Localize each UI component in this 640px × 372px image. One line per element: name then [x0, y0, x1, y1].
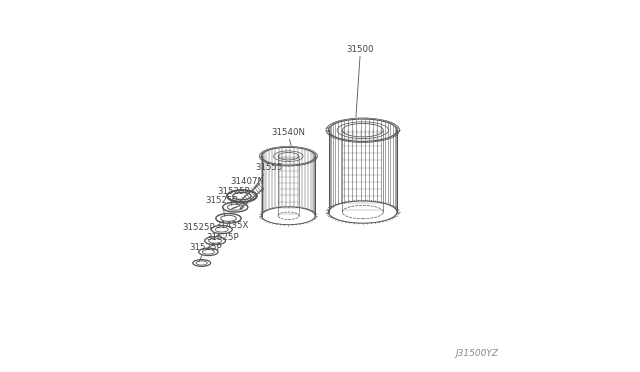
Text: 31435X: 31435X: [212, 221, 249, 239]
Text: 31525P: 31525P: [205, 233, 239, 250]
Text: J31500YZ: J31500YZ: [456, 349, 499, 358]
Text: 31525P: 31525P: [182, 223, 219, 232]
Text: 31540N: 31540N: [271, 128, 305, 146]
Text: 31525P: 31525P: [189, 243, 221, 262]
Text: 31555: 31555: [253, 163, 282, 189]
Text: 31525P: 31525P: [218, 187, 250, 205]
Text: 31407N: 31407N: [230, 177, 264, 194]
Text: 31525P: 31525P: [206, 196, 239, 217]
Text: 31500: 31500: [347, 45, 374, 117]
